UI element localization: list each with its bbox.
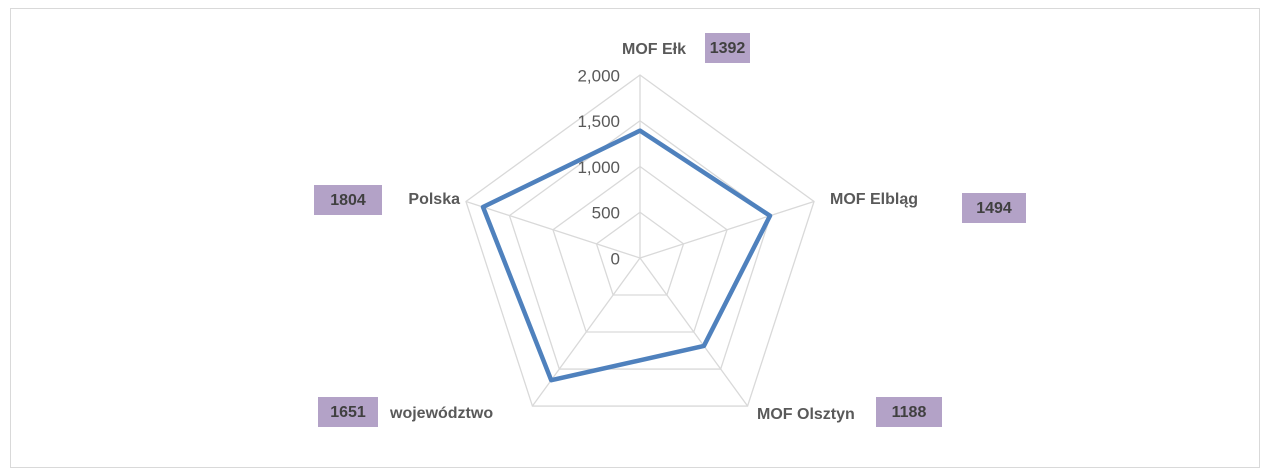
data-label: 1494 xyxy=(976,200,1012,217)
grid-ring xyxy=(552,165,728,333)
grid-ring xyxy=(595,211,685,296)
category-label: MOF Olsztyn xyxy=(757,406,855,423)
category-label: województwo xyxy=(389,405,493,422)
category-label: MOF Ełk xyxy=(622,41,686,58)
data-label: 1392 xyxy=(710,40,746,57)
tick-label: 1,500 xyxy=(577,112,620,131)
chart-border xyxy=(10,8,1260,468)
data-label: 1651 xyxy=(330,404,366,421)
data-label-box xyxy=(876,397,942,427)
series-line xyxy=(480,128,773,383)
tick-label: 1,000 xyxy=(577,158,620,177)
category-label: Polska xyxy=(408,191,460,208)
data-label: 1188 xyxy=(892,404,927,421)
data-label-box xyxy=(705,33,750,63)
data-label-box xyxy=(962,193,1026,223)
grid-ring xyxy=(465,74,815,407)
tick-label: 500 xyxy=(592,204,620,223)
data-label: 1804 xyxy=(330,192,366,209)
tick-label: 0 xyxy=(611,249,620,268)
spoke xyxy=(639,257,749,407)
data-label-box xyxy=(314,185,382,215)
spoke xyxy=(639,200,815,259)
tick-label: 2,000 xyxy=(577,66,620,85)
category-label: MOF Elbląg xyxy=(830,191,918,208)
spoke xyxy=(465,200,641,259)
data-label-box xyxy=(318,397,378,427)
